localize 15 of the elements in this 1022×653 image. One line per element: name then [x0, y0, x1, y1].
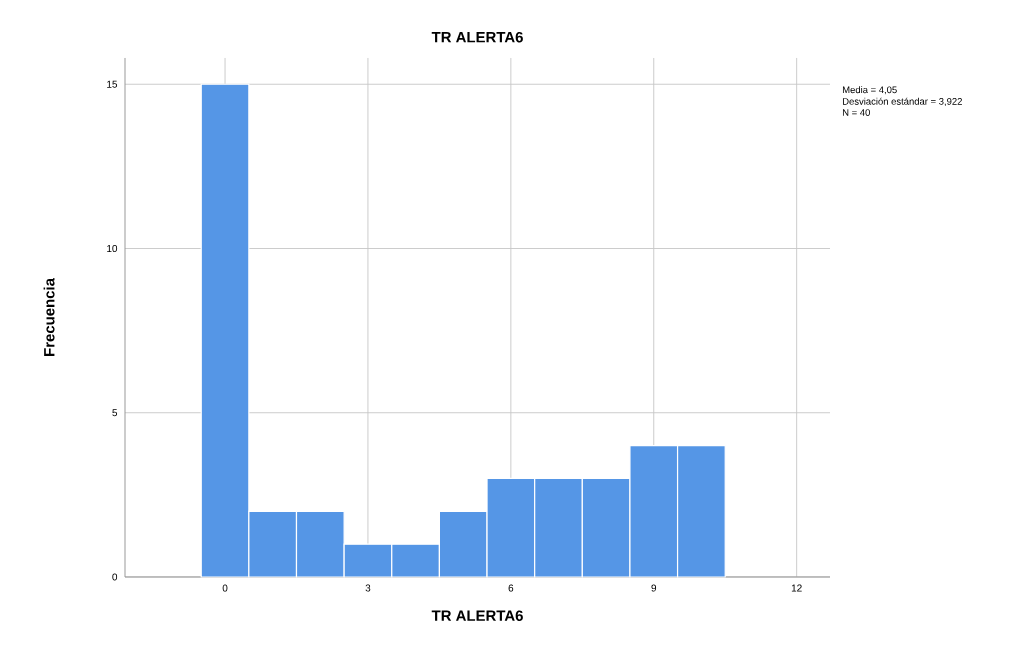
chart-title: TR ALERTA6: [431, 31, 523, 43]
x-tick-label: 6: [508, 584, 514, 592]
x-tick-label: 0: [222, 584, 228, 592]
x-tick-label: 3: [365, 584, 371, 592]
text: N = 40: [842, 109, 870, 116]
x-tick-label: 9: [651, 584, 657, 592]
y-tick-label: 15: [107, 80, 118, 88]
y-tick-label: 10: [107, 244, 118, 253]
y-tick-label: 0: [112, 573, 118, 581]
x-axis-title: TR ALERTA6: [431, 610, 523, 621]
y-axis-title: Frecuencia: [43, 277, 55, 356]
y-tick-label: 5: [112, 409, 118, 417]
text: Media = 4,05: [842, 86, 897, 95]
text: Desviación estándar = 3,922: [842, 97, 962, 106]
x-tick-label: 12: [791, 584, 802, 592]
